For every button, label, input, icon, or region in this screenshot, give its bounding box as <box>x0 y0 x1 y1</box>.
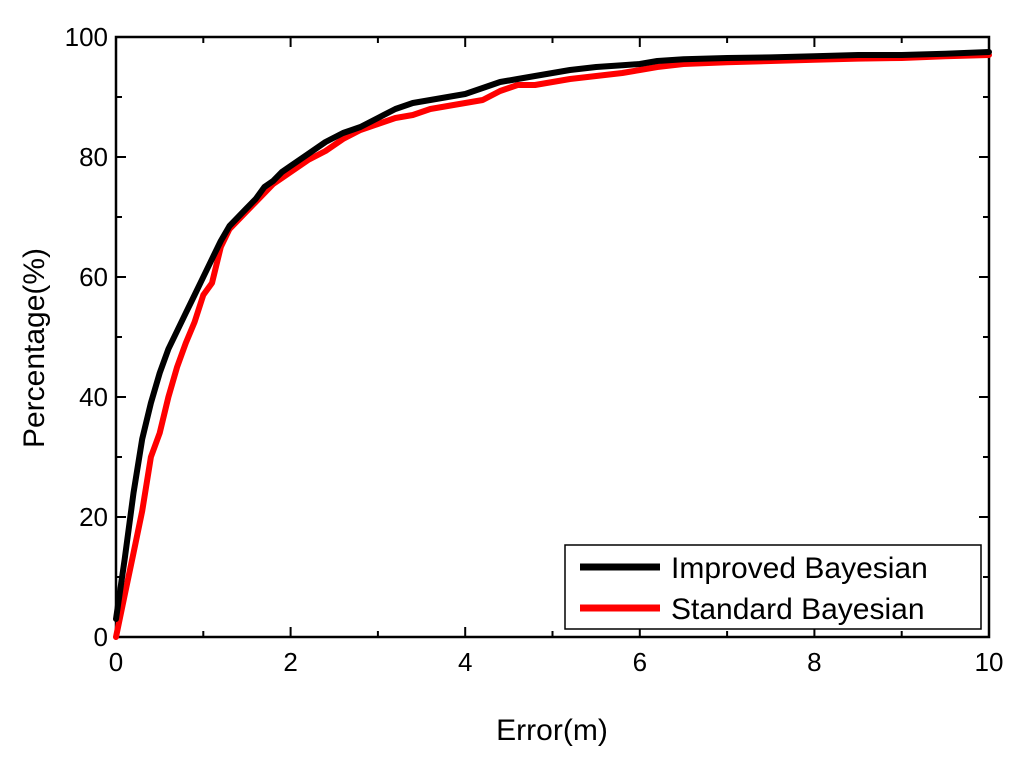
y-axis-title: Percentage(%) <box>18 248 51 448</box>
x-tick-label: 0 <box>109 647 123 677</box>
legend: Improved Bayesian Standard Bayesian <box>564 544 982 630</box>
x-tick-label: 2 <box>283 647 297 677</box>
y-tick-label: 40 <box>79 382 108 412</box>
axis-ticks <box>115 36 990 638</box>
legend-box <box>564 544 982 630</box>
y-tick-label: 60 <box>79 262 108 292</box>
y-tick-label: 0 <box>94 622 108 652</box>
legend-label-standard: Standard Bayesian <box>671 593 925 626</box>
series-lines <box>113 49 992 640</box>
x-tick-label: 10 <box>975 647 1004 677</box>
x-tick-label: 6 <box>633 647 647 677</box>
x-tick-label: 4 <box>458 647 472 677</box>
x-axis-title: Error(m) <box>496 714 608 747</box>
legend-label-improved: Improved Bayesian <box>671 552 928 585</box>
y-tick-label: 80 <box>79 142 108 172</box>
series-line-improved-bayesian <box>113 49 992 622</box>
x-tick-label: 8 <box>807 647 821 677</box>
y-tick-label: 100 <box>65 22 108 52</box>
y-tick-label: 20 <box>79 502 108 532</box>
